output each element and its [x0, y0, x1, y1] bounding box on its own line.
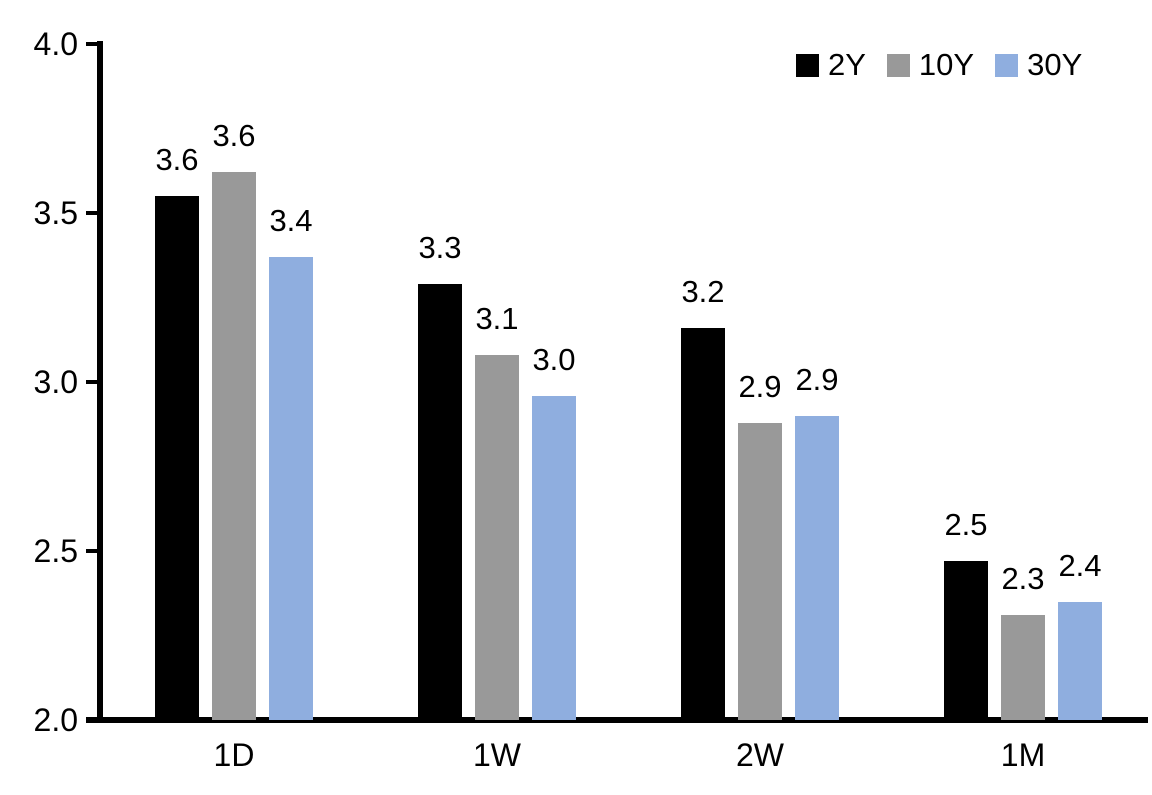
bar-2Y-1D: [155, 196, 199, 720]
legend-label: 2Y: [828, 47, 866, 82]
legend-label: 10Y: [918, 47, 975, 82]
y-tick-label: 2.5: [33, 533, 78, 569]
bar-2Y-2W: [681, 328, 725, 720]
bar-value-label: 2.9: [738, 369, 782, 404]
y-axis-line: [97, 41, 103, 723]
y-tick-label: 3.0: [33, 364, 78, 400]
bar-10Y-1D: [212, 172, 256, 720]
chart-legend: 2Y 10Y 30Y: [796, 48, 1082, 82]
bar-10Y-1W: [475, 355, 519, 720]
x-category-label-1M: 1M: [1000, 737, 1046, 773]
bar-30Y-1M: [1058, 602, 1102, 720]
bar-value-label: 3.1: [475, 301, 519, 336]
bar-value-label: 2.4: [1058, 548, 1102, 583]
y-tick-mark: [86, 549, 100, 553]
bar-value-label: 3.0: [532, 342, 576, 377]
bar-10Y-2W: [738, 423, 782, 720]
x-category-label-1W: 1W: [473, 737, 521, 773]
y-tick-mark: [86, 211, 100, 215]
bar-value-label: 3.4: [269, 203, 313, 238]
y-tick-mark: [86, 718, 100, 722]
bar-value-label: 2.3: [1001, 561, 1045, 596]
bar-30Y-1D: [269, 257, 313, 720]
bar-value-label: 3.6: [212, 118, 256, 153]
legend-swatch-icon: [886, 53, 910, 77]
x-category-label-1D: 1D: [213, 737, 255, 773]
bar-value-label: 3.6: [155, 142, 199, 177]
bar-2Y-1M: [944, 561, 988, 720]
bar-value-label: 2.9: [795, 362, 839, 397]
y-tick-mark: [86, 380, 100, 384]
bar-value-label: 2.5: [944, 507, 988, 542]
legend-label: 30Y: [1027, 47, 1083, 82]
bar-2Y-1W: [418, 284, 462, 720]
legend-item-30Y: 30Y: [995, 48, 1082, 82]
x-axis-line: [86, 717, 1148, 723]
legend-swatch-icon: [796, 53, 819, 77]
bar-value-label: 3.3: [418, 230, 462, 265]
y-tick-label: 2.0: [33, 702, 78, 738]
y-tick-label: 4.0: [33, 26, 78, 62]
legend-swatch-icon: [995, 53, 1019, 77]
legend-item-10Y: 10Y: [886, 47, 975, 82]
bar-value-label: 3.2: [681, 274, 725, 309]
bar-30Y-1W: [532, 396, 576, 720]
bar-10Y-1M: [1001, 615, 1045, 720]
bar-30Y-2W: [795, 416, 839, 720]
x-category-label-2W: 2W: [736, 737, 784, 773]
y-tick-mark: [86, 42, 100, 46]
y-tick-label: 3.5: [33, 195, 78, 231]
legend-item-2Y: 2Y: [796, 48, 866, 82]
